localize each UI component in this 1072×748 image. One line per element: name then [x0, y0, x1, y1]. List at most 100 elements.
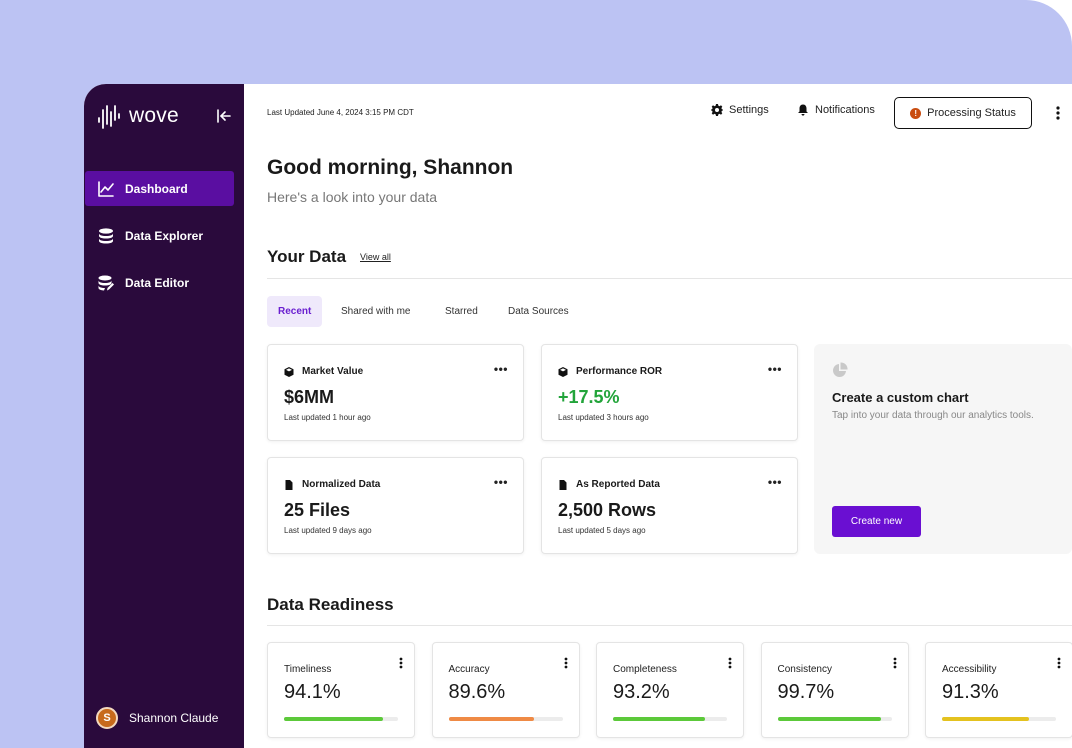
readiness-progress-fill [448, 717, 534, 721]
card-title: Performance ROR [576, 366, 663, 377]
view-all-link[interactable]: View all [360, 252, 391, 262]
avatar: S [96, 707, 118, 729]
divider [267, 278, 1072, 279]
user-name: Shannon Claude [129, 711, 219, 725]
data-card-market-value[interactable]: Market Value ••• $6MM Last updated 1 hou… [267, 344, 524, 441]
custom-chart-subtitle: Tap into your data through our analytics… [832, 410, 1034, 421]
sidebar-item-data-explorer[interactable]: Data Explorer [85, 218, 234, 253]
sidebar-item-data-editor[interactable]: Data Editor [85, 265, 234, 300]
card-title: Market Value [302, 366, 364, 377]
tab-data-sources[interactable]: Data Sources [508, 306, 569, 317]
settings-button[interactable]: Settings [711, 104, 769, 116]
card-value: +17.5% [558, 387, 620, 407]
readiness-value: 91.3% [942, 681, 999, 703]
more-options-icon[interactable] [890, 656, 900, 670]
data-card-normalized-data[interactable]: Normalized Data ••• 25 Files Last update… [267, 457, 524, 554]
readiness-progress-track [613, 717, 727, 721]
readiness-progress-fill [777, 717, 882, 721]
page-title: Good morning, Shannon [267, 156, 514, 179]
database-icon [99, 227, 113, 243]
app-logo: wove [96, 102, 179, 130]
data-card-performance-ror[interactable]: Performance ROR ••• +17.5% Last updated … [541, 344, 798, 441]
readiness-label: Consistency [777, 664, 832, 675]
custom-chart-title: Create a custom chart [832, 390, 969, 405]
more-options-icon[interactable] [396, 656, 406, 670]
sidebar-item-label: Data Editor [125, 275, 190, 290]
card-title: Normalized Data [302, 479, 381, 490]
card-header: Normalized Data [284, 479, 380, 490]
tab-starred[interactable]: Starred [445, 306, 478, 317]
last-updated-text: Last Updated June 4, 2024 3:15 PM CDT [267, 108, 414, 117]
custom-chart-panel: Create a custom chart Tap into your data… [814, 344, 1072, 554]
processing-status-label: Processing Status [927, 107, 1016, 119]
card-header: As Reported Data [558, 479, 660, 490]
card-updated: Last updated 9 days ago [284, 526, 372, 535]
readiness-progress-track [284, 717, 398, 721]
main-content: Last Updated June 4, 2024 3:15 PM CDT Se… [244, 84, 1072, 748]
readiness-label: Timeliness [284, 664, 332, 675]
settings-label: Settings [729, 104, 769, 116]
card-value: $6MM [284, 387, 335, 407]
more-options-icon[interactable] [1054, 656, 1064, 670]
readiness-card-accessibility[interactable]: Accessibility 91.3% [925, 642, 1072, 738]
app-name: wove [129, 104, 179, 127]
readiness-card-completeness[interactable]: Completeness 93.2% [596, 642, 744, 738]
sidebar-item-label: Dashboard [125, 181, 188, 196]
file-icon [559, 479, 567, 490]
readiness-label: Accuracy [448, 664, 490, 675]
bell-icon [798, 104, 808, 116]
tab-recent[interactable]: Recent [267, 296, 323, 327]
readiness-progress-fill [942, 717, 1029, 721]
more-options-icon[interactable] [1052, 104, 1064, 122]
data-card-as-reported-data[interactable]: As Reported Data ••• 2,500 Rows Last upd… [541, 457, 798, 554]
cube-icon [284, 366, 294, 377]
more-options-icon[interactable] [725, 656, 735, 670]
card-updated: Last updated 5 days ago [558, 526, 646, 535]
file-icon [285, 479, 293, 490]
readiness-label: Completeness [613, 664, 677, 675]
card-more-button[interactable]: ••• [767, 362, 782, 376]
readiness-progress-fill [284, 717, 384, 721]
card-updated: Last updated 1 hour ago [284, 413, 371, 422]
card-value: 2,500 Rows [558, 500, 657, 520]
card-more-button[interactable]: ••• [767, 475, 782, 489]
readiness-card-accuracy[interactable]: Accuracy 89.6% [431, 642, 580, 738]
readiness-value: 93.2% [613, 681, 670, 703]
user-profile[interactable]: S Shannon Claude [96, 707, 218, 729]
app-window: wove Dashboard Data Explorer [84, 84, 1072, 748]
readiness-label: Accessibility [942, 664, 997, 675]
alert-icon: ! [910, 107, 922, 119]
more-options-icon[interactable] [561, 656, 571, 670]
processing-status-button[interactable]: ! Processing Status [894, 97, 1032, 129]
cube-icon [558, 366, 568, 377]
card-value: 25 Files [284, 500, 351, 520]
readiness-card-timeliness[interactable]: Timeliness 94.1% [267, 642, 415, 738]
card-header: Performance ROR [558, 366, 662, 377]
readiness-progress-fill [613, 717, 706, 721]
card-updated: Last updated 3 hours ago [558, 413, 649, 422]
collapse-sidebar-icon[interactable] [215, 107, 233, 125]
wave-logo-icon [98, 105, 120, 129]
create-new-button[interactable]: Create new [832, 506, 921, 537]
notifications-button[interactable]: Notifications [797, 104, 875, 116]
card-more-button[interactable]: ••• [493, 475, 508, 489]
tab-shared-with-me[interactable]: Shared with me [341, 306, 411, 317]
divider [267, 625, 1072, 626]
sidebar-item-dashboard[interactable]: Dashboard [85, 171, 234, 206]
data-readiness-heading: Data Readiness [267, 595, 394, 614]
your-data-heading: Your Data [267, 247, 347, 266]
pie-chart-icon [833, 362, 848, 377]
readiness-value: 94.1% [284, 681, 341, 703]
readiness-progress-track [942, 717, 1056, 721]
database-edit-icon [98, 275, 114, 290]
readiness-value: 89.6% [448, 681, 506, 703]
sidebar: wove Dashboard Data Explorer [84, 84, 244, 748]
readiness-progress-track [448, 717, 563, 721]
card-more-button[interactable]: ••• [493, 362, 508, 376]
readiness-value: 99.7% [777, 681, 835, 703]
readiness-card-consistency[interactable]: Consistency 99.7% [760, 642, 909, 738]
gear-icon [711, 104, 723, 116]
page-subtitle: Here's a look into your data [267, 189, 437, 205]
sidebar-item-label: Data Explorer [125, 228, 204, 243]
chart-line-icon [98, 180, 114, 197]
